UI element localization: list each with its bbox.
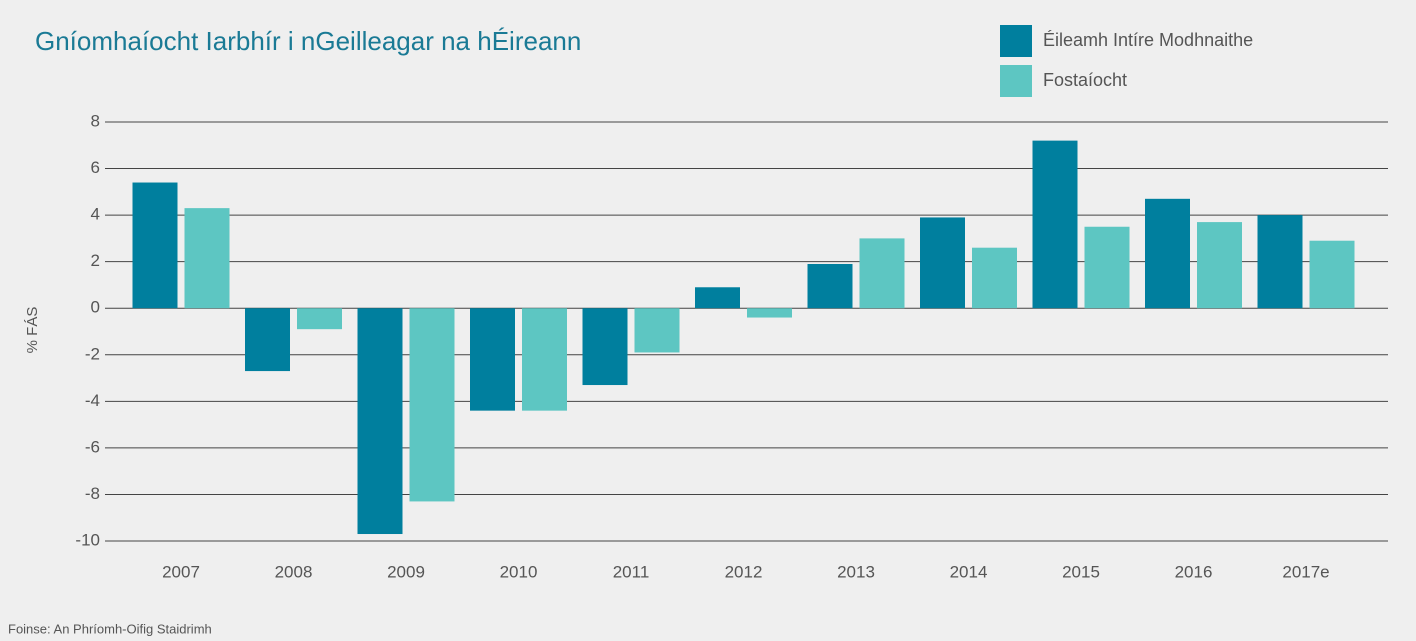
legend-swatch (1000, 65, 1032, 97)
y-tick-label: 2 (91, 251, 100, 270)
x-tick-label: 2016 (1175, 562, 1213, 581)
y-tick-label: 6 (91, 158, 100, 177)
x-tick-label: 2015 (1062, 562, 1100, 581)
bar (634, 308, 680, 353)
bar (132, 182, 178, 309)
x-tick-label: 2010 (500, 562, 538, 581)
legend-label: Éileamh Intíre Modhnaithe (1043, 30, 1253, 50)
y-tick-label: -10 (75, 530, 100, 549)
bar (522, 308, 567, 411)
y-tick-label: 4 (91, 205, 100, 224)
bar (920, 217, 965, 309)
bar (747, 308, 792, 318)
bar (1032, 140, 1078, 309)
x-tick-label: 2012 (725, 562, 763, 581)
x-tick-label: 2009 (387, 562, 425, 581)
x-tick-label: 2007 (162, 562, 200, 581)
source: Foinse: An Phríomh-Oifig Staidrimh (8, 621, 212, 636)
bar (1084, 226, 1130, 309)
bar (409, 308, 455, 502)
bar (1197, 222, 1242, 309)
chart-title: Gníomhaíocht Iarbhír i nGeilleagar na hÉ… (35, 26, 581, 56)
x-tick-label: 2008 (275, 562, 313, 581)
y-tick-label: -2 (85, 344, 100, 363)
x-tick-label: 2017e (1282, 562, 1329, 581)
bar (1309, 240, 1355, 309)
y-tick-label: 8 (91, 111, 100, 130)
y-tick-label: -6 (85, 437, 100, 456)
y-tick-label: 0 (91, 298, 100, 317)
x-tick-label: 2014 (950, 562, 988, 581)
bar (859, 238, 905, 309)
x-tick-label: 2013 (837, 562, 875, 581)
bar (695, 287, 740, 309)
bar (807, 263, 853, 309)
bar (184, 208, 230, 309)
y-tick-label: -8 (85, 484, 100, 503)
y-tick-label: -4 (85, 391, 100, 410)
x-tick-label: 2011 (613, 562, 650, 581)
y-axis-label: % FÁS (24, 307, 41, 354)
legend-swatch (1000, 25, 1032, 57)
bar (470, 308, 515, 411)
bar (582, 308, 628, 386)
legend-label: Fostaíocht (1043, 70, 1127, 90)
bar (245, 308, 290, 372)
bar (357, 308, 403, 535)
bar (1257, 215, 1303, 309)
bar (297, 308, 342, 330)
bar (972, 247, 1017, 309)
bar (1145, 198, 1190, 309)
